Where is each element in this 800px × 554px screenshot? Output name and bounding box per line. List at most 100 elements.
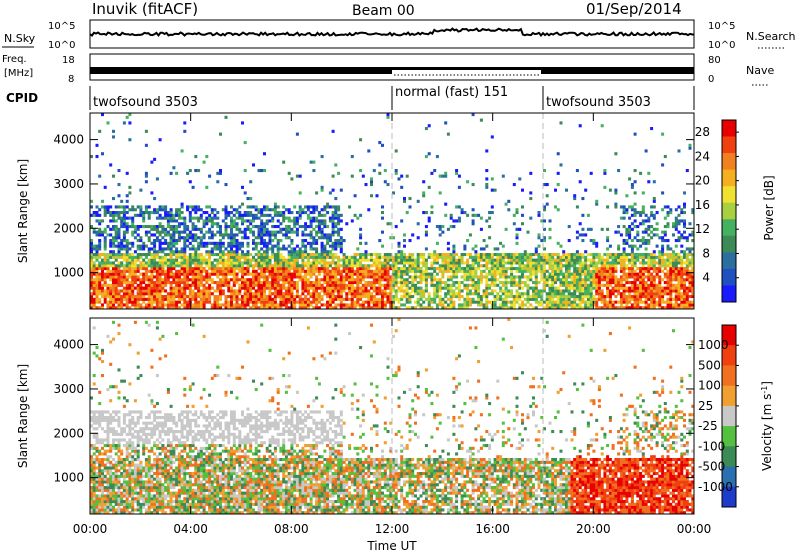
data-cell (194, 227, 198, 231)
freq-tick-top: 18 (62, 55, 75, 66)
data-cell (238, 261, 242, 265)
data-cell (194, 239, 198, 243)
data-cell (490, 281, 494, 285)
data-cell (306, 286, 310, 290)
data-cell (265, 297, 269, 301)
data-cell (301, 230, 305, 234)
data-cell (652, 292, 656, 296)
data-cell (197, 227, 201, 231)
data-cell (282, 292, 286, 296)
data-cell (438, 300, 442, 304)
data-cell (117, 295, 121, 299)
data-cell (636, 272, 640, 276)
data-cell (328, 278, 332, 282)
data-cell (246, 281, 250, 285)
data-cell (515, 275, 519, 279)
data-cell (125, 286, 129, 290)
data-cell (471, 269, 475, 273)
data-cell (216, 267, 220, 271)
data-cell (361, 267, 365, 271)
data-cell (433, 261, 437, 265)
data-cell (378, 300, 382, 304)
data-cell (603, 275, 607, 279)
data-cell (383, 180, 387, 184)
data-cell (158, 269, 162, 273)
data-cell (257, 272, 261, 276)
data-cell (235, 241, 239, 245)
data-cell (117, 253, 121, 257)
data-cell (337, 258, 341, 262)
data-cell (370, 255, 373, 259)
data-cell (411, 267, 415, 271)
data-cell (650, 230, 654, 234)
data-cell (600, 292, 604, 296)
data-cell (131, 216, 135, 220)
data-cell (309, 264, 313, 268)
data-cell (345, 295, 349, 299)
data-cell (241, 275, 244, 279)
data-cell (263, 261, 266, 265)
data-cell (276, 306, 280, 310)
data-cell (282, 255, 286, 259)
data-cell (597, 258, 601, 262)
data-cell (133, 295, 137, 299)
data-cell (633, 180, 637, 184)
data-cell (315, 306, 319, 310)
data-cell (304, 255, 308, 259)
data-cell (232, 255, 236, 259)
data-cell (367, 295, 371, 299)
data-cell (589, 261, 593, 265)
data-cell (241, 269, 244, 273)
data-cell (619, 300, 623, 304)
data-cell (106, 286, 110, 290)
data-cell (164, 272, 168, 276)
data-cell (147, 278, 151, 282)
data-cell (378, 255, 382, 259)
data-cell (92, 261, 96, 265)
data-cell (205, 185, 209, 189)
data-cell (339, 239, 343, 243)
data-cell (441, 281, 445, 285)
data-cell (219, 171, 222, 175)
data-cell (504, 283, 508, 287)
data-cell (603, 306, 607, 310)
data-cell (114, 283, 118, 287)
data-cell (197, 267, 201, 271)
data-cell (633, 283, 637, 287)
data-cell (150, 211, 154, 215)
data-cell (304, 272, 308, 276)
data-cell (320, 222, 324, 226)
data-cell (537, 292, 541, 296)
data-cell (323, 272, 327, 276)
data-cell (172, 297, 176, 301)
data-cell (133, 269, 137, 273)
data-cell (191, 261, 195, 265)
data-cell (265, 300, 269, 304)
data-cell (230, 233, 233, 237)
data-cell (389, 264, 393, 268)
data-cell (331, 281, 335, 285)
data-cell (295, 132, 299, 136)
data-cell (430, 281, 434, 285)
data-cell (155, 275, 159, 279)
data-cell (460, 281, 464, 285)
data-cell (232, 306, 236, 310)
data-cell (276, 244, 280, 248)
data-cell (339, 292, 343, 296)
data-cell (331, 129, 335, 133)
data-cell (241, 303, 244, 307)
data-cell (556, 275, 560, 279)
data-cell (581, 278, 585, 282)
data-cell (526, 258, 530, 262)
data-cell (381, 295, 384, 299)
data-cell (202, 211, 206, 215)
data-cell (510, 261, 514, 265)
data-cell (287, 244, 291, 248)
data-cell (389, 278, 393, 282)
data-cell (219, 169, 222, 173)
data-cell (232, 289, 236, 293)
data-cell (298, 306, 302, 310)
data-cell (169, 269, 173, 273)
data-cell (559, 303, 563, 307)
data-cell (400, 281, 404, 285)
